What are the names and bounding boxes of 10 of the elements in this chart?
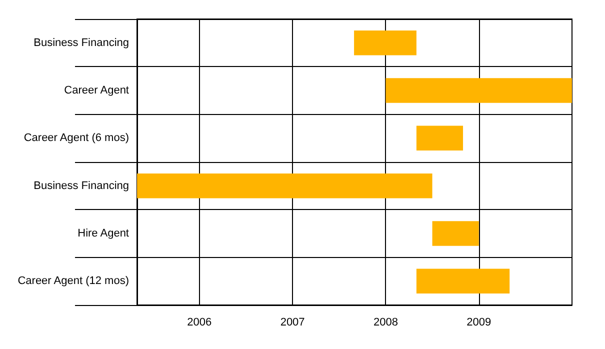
x-tick-label: 2007 (280, 316, 305, 328)
y-tick-label: Hire Agent (78, 228, 129, 240)
y-tick-label: Business Financing (34, 36, 129, 49)
y-tick-label: Career Agent (64, 84, 129, 96)
x-tick-label: 2009 (466, 316, 492, 328)
x-tick-label: 2008 (373, 316, 398, 328)
y-tick-label: Business Financing (34, 180, 129, 192)
x-tick-label: 2006 (187, 316, 212, 328)
y-tick-label: Career Agent (6 mos) (24, 132, 129, 144)
y-tick-label: Career Agent (12 mos) (18, 275, 129, 288)
